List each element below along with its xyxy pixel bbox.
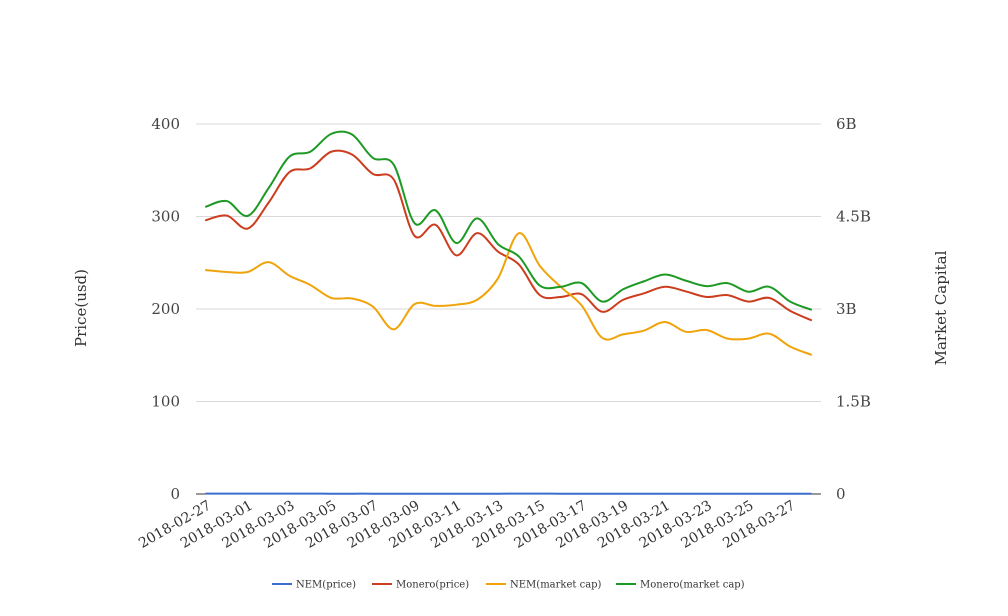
legend-item: Monero(price) <box>372 580 469 591</box>
series-line-nem-market-cap <box>205 232 812 356</box>
y-tick-label: 0 <box>170 485 180 503</box>
y-axis-right: 0 1.5B 3B 4.5B 6B <box>836 115 871 503</box>
legend-label: Monero(price) <box>396 580 469 591</box>
y-tick-label: 400 <box>151 115 180 133</box>
gridlines <box>196 123 821 495</box>
y-tick-label: 200 <box>151 300 180 318</box>
y-axis-left: 0 100 200 300 400 <box>151 115 180 503</box>
legend-item: NEM(market cap) <box>486 580 602 591</box>
series-line-monero-price <box>205 149 812 322</box>
legend: NEM(price) Monero(price) NEM(market cap) Mo… <box>272 580 745 591</box>
legend-item: NEM(price) <box>272 580 356 591</box>
legend-label: NEM(market cap) <box>510 580 602 591</box>
y2-tick-label: 4.5B <box>836 208 871 226</box>
y-axis-title-left: Price(usd) <box>72 269 90 347</box>
y2-tick-label: 3B <box>836 300 857 318</box>
legend-label: Monero(market cap) <box>640 580 745 591</box>
y-axis-title-right: Market Capital <box>932 250 950 365</box>
legend-item: Monero(market cap) <box>616 580 745 591</box>
y2-tick-label: 1.5B <box>836 393 871 411</box>
y2-tick-label: 6B <box>836 115 857 133</box>
y-tick-label: 300 <box>151 208 180 226</box>
y-tick-label: 100 <box>151 393 180 411</box>
x-axis: 2018-02-272018-03-012018-03-032018-03-05… <box>136 498 798 552</box>
series-lines <box>205 130 812 495</box>
y2-tick-label: 0 <box>836 485 846 503</box>
legend-label: NEM(price) <box>296 580 356 591</box>
series-line-monero-market-cap <box>205 130 812 311</box>
